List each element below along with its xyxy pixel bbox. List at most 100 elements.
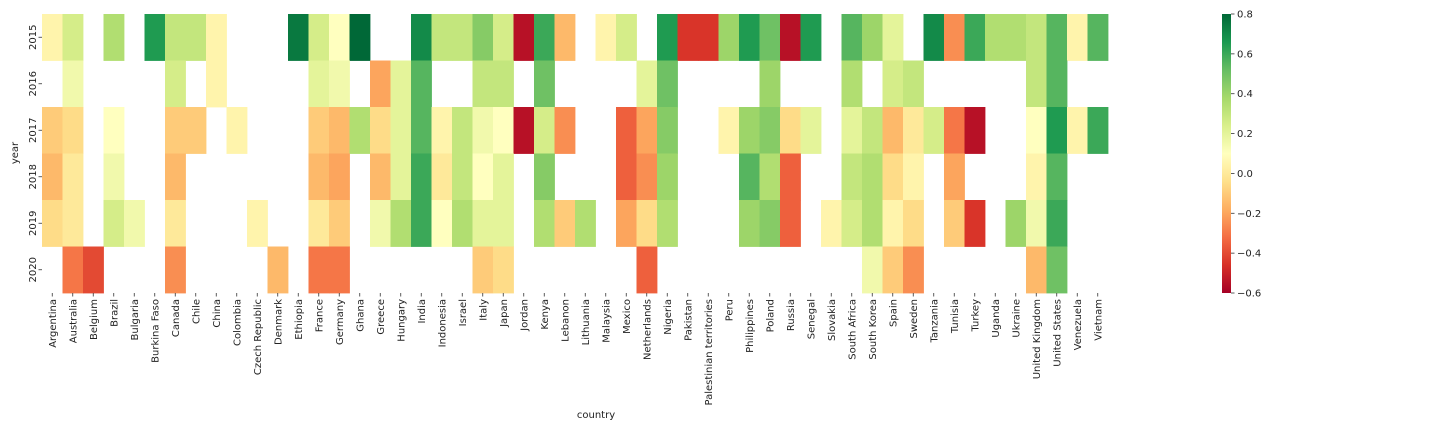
x-tick-label: Brazil — [109, 299, 120, 327]
heatmap-cell — [370, 107, 391, 154]
heatmap-cell — [1046, 60, 1068, 108]
y-tick-labels: 2015 2016 2017 2018 2019 2020 — [28, 25, 42, 282]
heatmap-cell — [390, 200, 412, 247]
x-tick-label: Lithuania — [581, 299, 592, 345]
heatmap-cell — [308, 107, 330, 154]
heatmap-cell — [1046, 153, 1068, 201]
heatmap-cell — [390, 107, 412, 154]
heatmap-cell — [308, 153, 330, 201]
x-tick-label: Greece — [376, 299, 387, 335]
heatmap-cell — [329, 200, 350, 247]
heatmap-cell — [1067, 107, 1088, 154]
x-tick-label: Italy — [478, 299, 489, 321]
heatmap-cell — [1046, 200, 1068, 247]
x-axis-label: country — [577, 410, 615, 421]
heatmap-cell — [493, 14, 514, 61]
x-tick-label: Venezuela — [1073, 299, 1084, 350]
heatmap-cell — [1005, 14, 1027, 61]
heatmap-cell — [493, 200, 514, 247]
heatmap-cell — [411, 107, 432, 154]
x-tick-labels: Argentina Australia Belgium Brazil Bulgaria B… — [48, 293, 1104, 406]
heatmap-cell — [964, 107, 986, 154]
x-tick-label: Pakistan — [683, 299, 694, 341]
x-tick-label: Czech Republic — [253, 299, 264, 375]
x-tick-label: South Africa — [847, 299, 858, 360]
y-axis-label: year — [10, 141, 21, 164]
heatmap-cell — [923, 107, 945, 154]
heatmap-cell — [534, 14, 555, 61]
heatmap-cell — [329, 246, 350, 294]
heatmap-cell — [759, 200, 781, 247]
heatmap-cell — [657, 14, 678, 61]
x-tick-label: Ethiopia — [294, 299, 305, 340]
heatmap-cell — [411, 153, 432, 201]
heatmap-cell — [452, 200, 473, 247]
heatmap-cell — [103, 153, 125, 201]
x-tick-label: Vietnam — [1093, 299, 1104, 341]
heatmap-cell — [452, 153, 473, 201]
heatmap-cell — [42, 153, 63, 201]
heatmap-cell — [103, 107, 125, 154]
heatmap-cell — [411, 14, 432, 61]
heatmap-cell — [964, 200, 986, 247]
heatmap-cell — [308, 246, 330, 294]
heatmap-cell — [431, 153, 453, 201]
x-tick-label: Tanzania — [929, 299, 940, 344]
heatmap-cell — [370, 153, 391, 201]
heatmap-cell — [554, 107, 576, 154]
heatmap-cell — [411, 60, 432, 108]
heatmap-cell — [1005, 200, 1027, 247]
colorbar-tick-label: 0.4 — [1237, 89, 1253, 100]
heatmap-cell — [42, 107, 63, 154]
x-tick-label: Sweden — [909, 299, 920, 339]
heatmap-cell — [206, 14, 227, 61]
heatmap-cell — [718, 107, 740, 154]
heatmap-cell — [83, 246, 104, 294]
x-tick-label: Lebanon — [560, 299, 571, 342]
x-tick-label: Denmark — [273, 299, 284, 345]
x-tick-label: Poland — [765, 299, 776, 332]
heatmap-cell — [780, 200, 801, 247]
heatmap-cell — [985, 14, 1006, 61]
heatmap-cell — [698, 14, 719, 61]
heatmap-cell — [165, 60, 186, 108]
heatmap-cell — [944, 14, 965, 61]
x-tick-label: Belgium — [89, 299, 100, 340]
heatmap-cell — [923, 14, 945, 61]
x-tick-label: Germany — [335, 299, 346, 345]
heatmap-cell — [554, 14, 576, 61]
heatmap-cell — [739, 107, 760, 154]
heatmap-cell — [636, 60, 658, 108]
heatmap-cell — [657, 107, 678, 154]
heatmap-cell — [882, 246, 904, 294]
heatmap-cell — [759, 107, 781, 154]
heatmap-cell — [144, 14, 166, 61]
x-tick-label: Japan — [499, 299, 510, 328]
heatmap-cell — [718, 14, 740, 61]
heatmap-cell — [206, 60, 227, 108]
heatmap-cell — [62, 153, 84, 201]
x-tick-label: Australia — [68, 299, 79, 343]
x-tick-label: Indonesia — [437, 299, 448, 347]
heatmap-cell — [657, 60, 678, 108]
heatmap-cell — [370, 200, 391, 247]
heatmap-cell — [554, 200, 576, 247]
heatmap-cell — [903, 107, 924, 154]
heatmap-cell — [472, 14, 494, 61]
heatmap-cell — [1026, 14, 1047, 61]
heatmap-cell — [308, 60, 330, 108]
heatmap-cell — [62, 200, 84, 247]
heatmap-cell — [370, 60, 391, 108]
heatmap-cell — [165, 246, 186, 294]
heatmap-cell — [62, 60, 84, 108]
heatmap-cell — [1026, 246, 1047, 294]
x-tick-label: Turkey — [970, 299, 981, 333]
heatmap-cell — [759, 60, 781, 108]
colorbar-gradient — [1222, 14, 1231, 293]
colorbar-tick-label: −0.2 — [1237, 209, 1261, 220]
x-tick-label: Nigeria — [663, 299, 674, 335]
x-tick-label: Kenya — [540, 299, 551, 330]
heatmap-cell — [636, 246, 658, 294]
heatmap-cell — [780, 107, 801, 154]
